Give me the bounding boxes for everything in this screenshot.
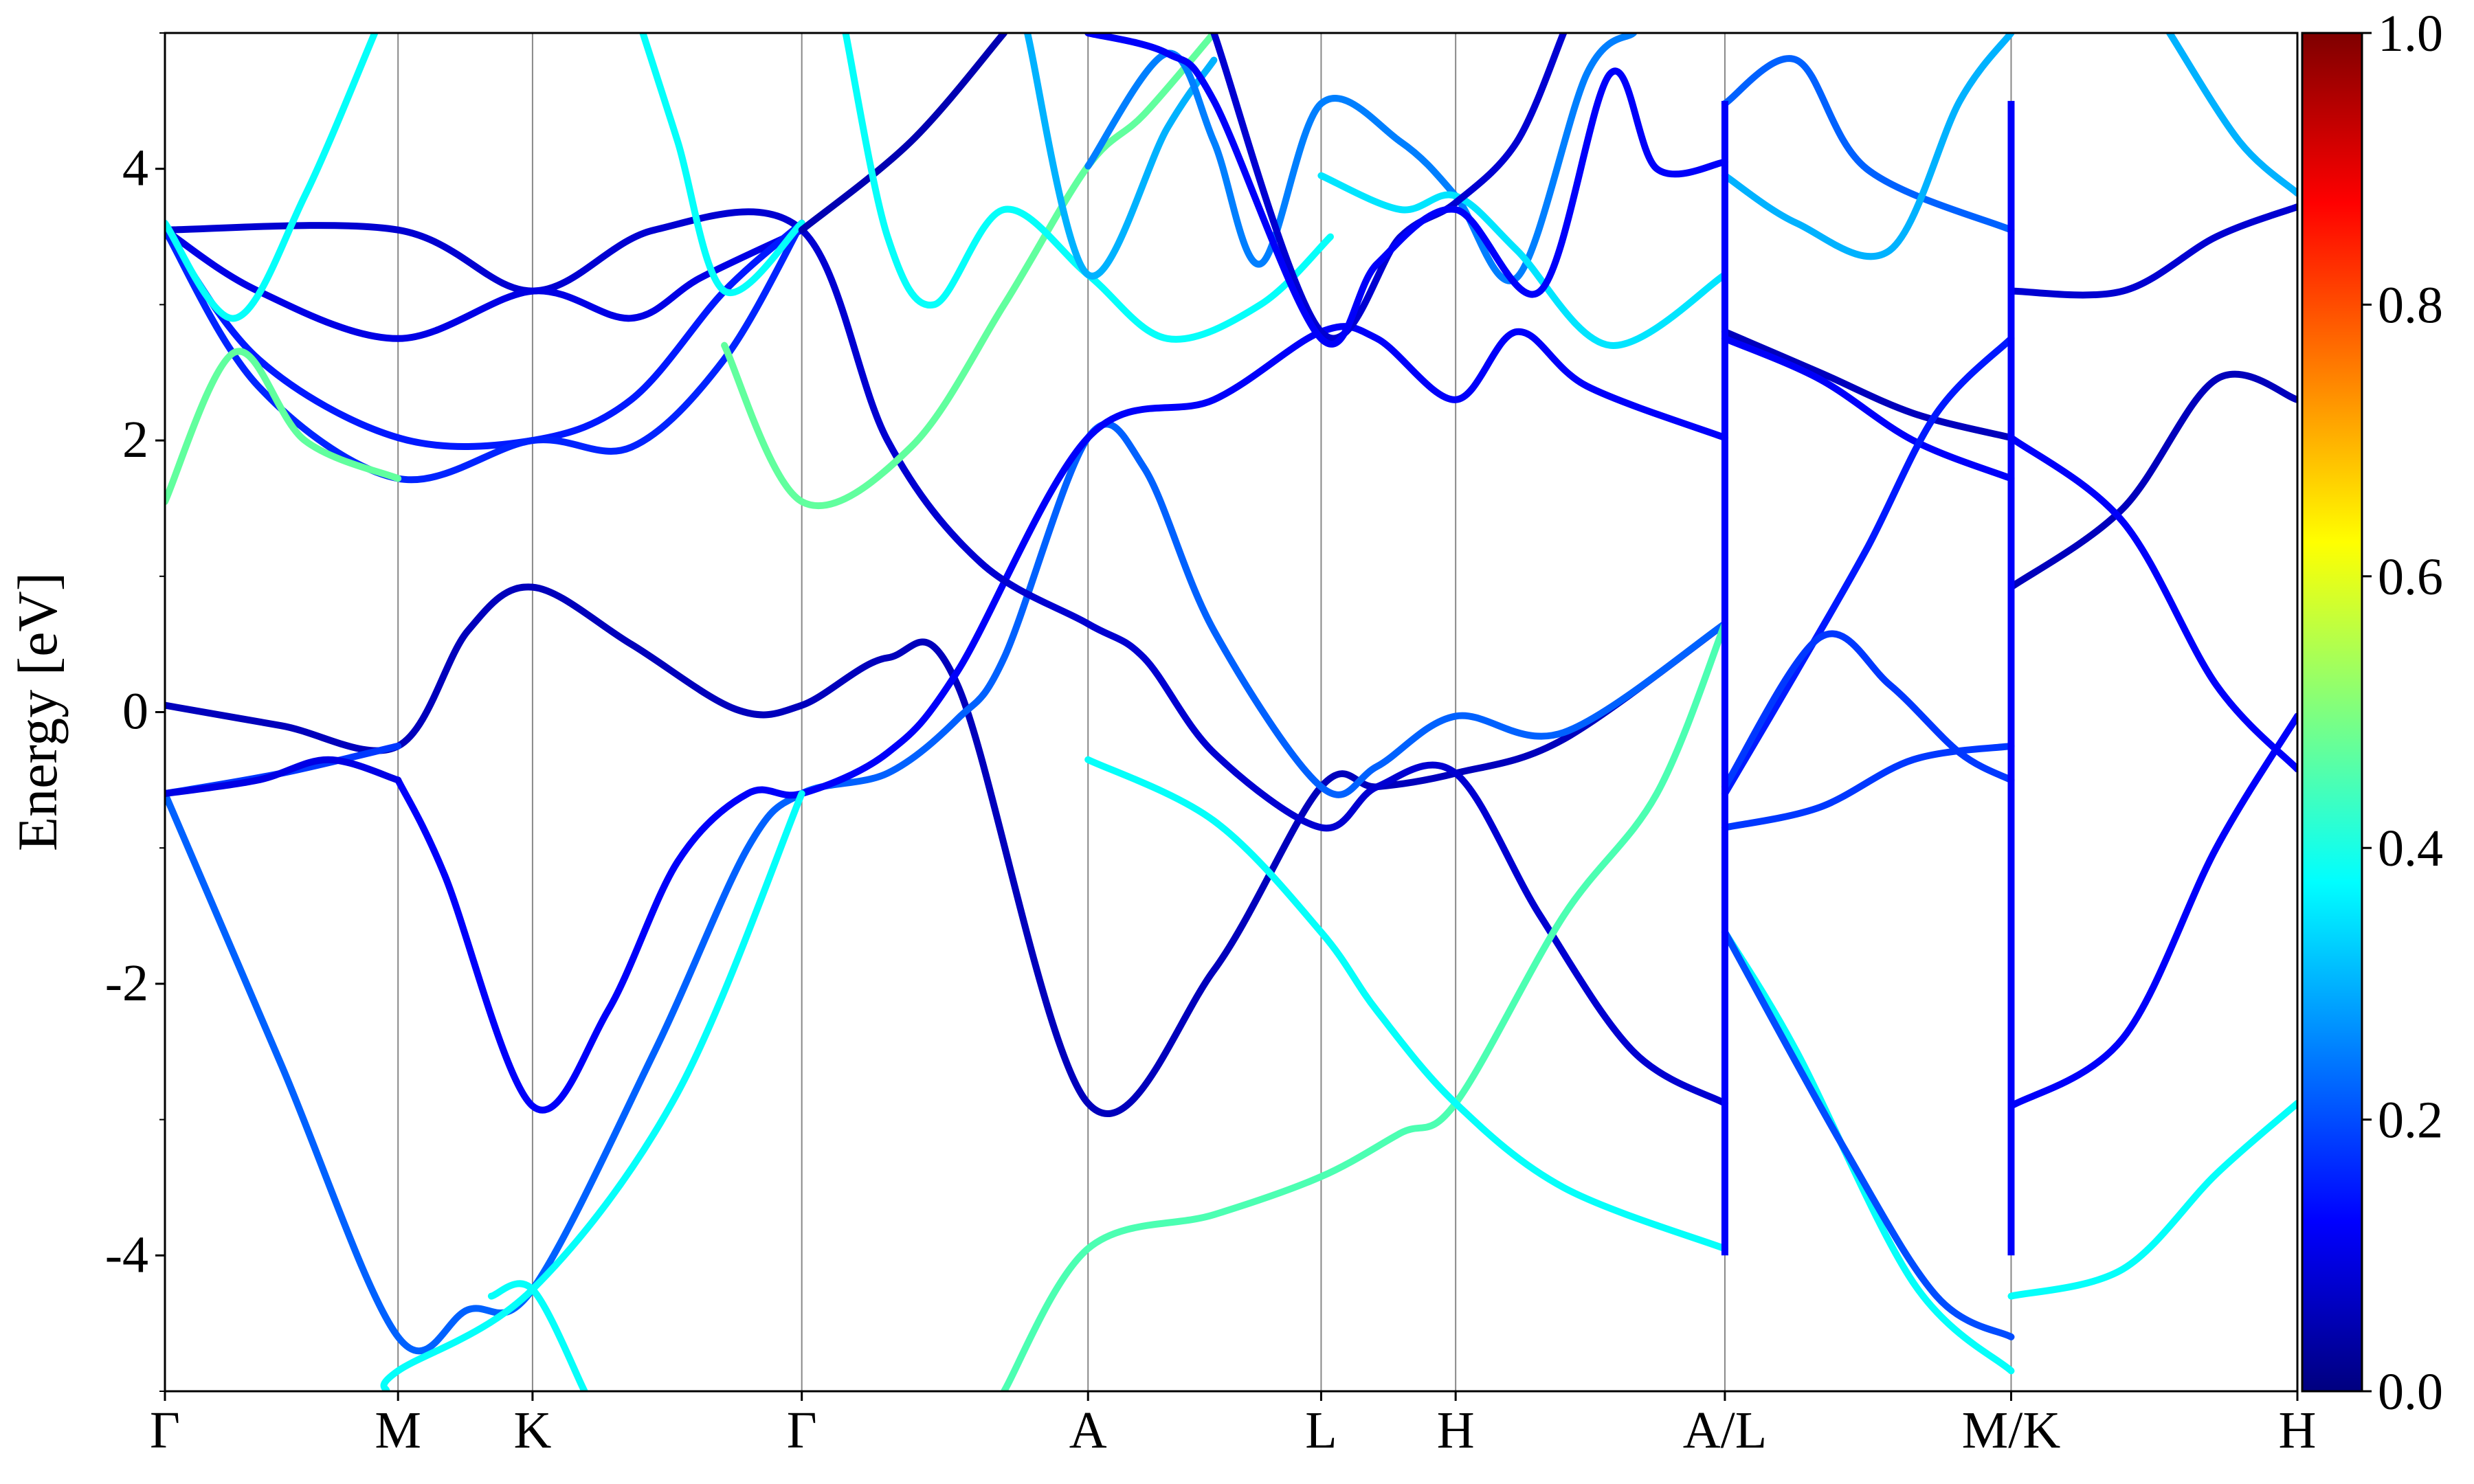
band-line-10 xyxy=(165,348,402,506)
band-line-11 xyxy=(721,33,1218,509)
y-tick-label: -2 xyxy=(105,954,148,1012)
y-tick-label: -4 xyxy=(105,1226,148,1283)
colorbar: 0.0 0.2 0.4 0.6 0.8 1.0 xyxy=(2301,5,2443,1421)
band-line-37 xyxy=(2007,712,2297,1110)
band-line-6 xyxy=(165,208,1728,1107)
band-line-29 xyxy=(1721,335,2015,798)
y-axis: -4 -2 0 2 4 xyxy=(105,32,165,1392)
y-axis-label: Energy [eV] xyxy=(6,572,69,851)
x-tick-label: A/L xyxy=(1683,1402,1767,1459)
band-line-17 xyxy=(1084,756,1728,1252)
y-tick-label: 2 xyxy=(122,411,148,469)
band-line-34 xyxy=(2007,203,2297,299)
colorbar-gradient xyxy=(2301,32,2363,1393)
band-line-13 xyxy=(639,33,805,297)
band-line-20 xyxy=(1024,33,1218,280)
colorbar-tick-label: 0.8 xyxy=(2378,276,2443,334)
band-line-3 xyxy=(165,420,1728,1355)
colorbar-tick-label: 0.6 xyxy=(2378,548,2443,606)
band-line-36 xyxy=(2007,434,2297,773)
colorbar-tick-label: 0.0 xyxy=(2378,1363,2443,1421)
band-line-5 xyxy=(165,756,402,798)
band-line-27 xyxy=(1721,328,2015,442)
band-line-26 xyxy=(1721,33,2015,260)
band-line-15 xyxy=(487,1280,588,1391)
band-line-38 xyxy=(2007,1099,2297,1300)
band-line-1 xyxy=(165,583,1728,1117)
band-line-23 xyxy=(1210,33,1568,342)
band-line-16 xyxy=(1001,620,1728,1391)
band-line-33 xyxy=(1721,928,2015,1340)
x-tick-label: Γ xyxy=(787,1402,817,1459)
band-line-18 xyxy=(798,33,1008,234)
x-tick-label: M xyxy=(375,1402,421,1459)
colorbar-tick-label: 0.4 xyxy=(2378,820,2443,877)
band-line-28 xyxy=(1721,335,2015,482)
band-line-25 xyxy=(1721,55,2015,234)
band-line-24 xyxy=(1084,33,1728,348)
y-tick-label: 4 xyxy=(122,139,148,197)
band-line-31 xyxy=(1721,742,2015,831)
band-line-39 xyxy=(2166,33,2297,197)
band-line-35 xyxy=(2007,370,2297,591)
x-tick-label: L xyxy=(1305,1402,1337,1459)
x-axis: Γ M K Γ A L H A/L M/K H xyxy=(150,1391,2316,1459)
y-tick-label: 0 xyxy=(122,683,148,741)
band-line-30 xyxy=(1721,630,2015,791)
band-line-12 xyxy=(165,33,379,322)
band-line-21 xyxy=(1084,33,1637,284)
colorbar-tick-label: 1.0 xyxy=(2378,5,2443,63)
x-tick-label: A xyxy=(1069,1402,1107,1459)
x-tick-label: K xyxy=(513,1402,551,1459)
colorbar-tick-label: 0.2 xyxy=(2378,1092,2443,1149)
x-tick-label: H xyxy=(2279,1402,2317,1459)
band-line-9 xyxy=(165,219,805,484)
plot-frame xyxy=(164,32,2299,1393)
x-tick-label: M/K xyxy=(1962,1402,2061,1459)
band-line-32 xyxy=(1721,928,2015,1375)
x-tick-label: H xyxy=(1437,1402,1475,1459)
band-line-22 xyxy=(1317,172,1728,349)
band-line-4 xyxy=(394,323,1728,1114)
band-lines xyxy=(165,33,2297,1391)
band-line-14 xyxy=(380,790,805,1391)
band-line-19 xyxy=(842,33,1334,343)
x-tick-label: Γ xyxy=(150,1402,180,1459)
